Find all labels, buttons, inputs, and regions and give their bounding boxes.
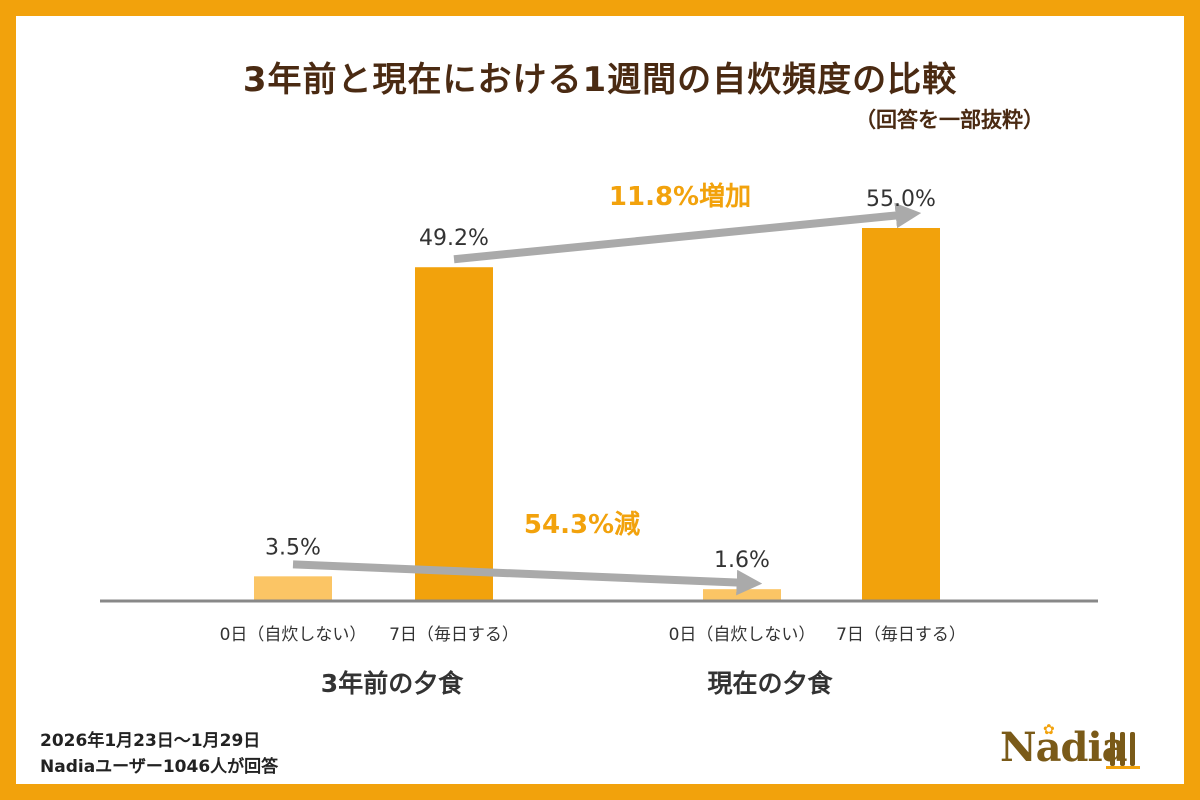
decrease-arrow (292, 560, 763, 596)
data-label-2: 49.2% (419, 226, 489, 251)
decrease-annotation: 54.3%減 (524, 510, 640, 540)
category-label-2: 7日（毎日する） (389, 625, 519, 645)
group-label-1: 3年前の夕食 (321, 669, 464, 698)
category-label-4: 7日（毎日する） (836, 625, 966, 645)
flower-icon: ✿ (1043, 722, 1055, 738)
bar-3 (703, 589, 781, 600)
increase-annotation: 11.8%増加 (609, 182, 751, 212)
chart-frame (16, 16, 1184, 784)
survey-period: 2026年1月23日～1月29日 (40, 731, 261, 751)
chart-title: 3年前と現在における1週間の自炊頻度の比較 (242, 60, 958, 100)
bar-4 (862, 228, 940, 600)
chart-subtitle: （回答を一部抜粋） (855, 108, 1044, 132)
bar-2 (415, 267, 493, 600)
category-label-3: 0日（自炊しない） (669, 625, 816, 645)
data-label-4: 55.0% (866, 187, 936, 212)
data-label-3: 1.6% (714, 548, 770, 573)
survey-respondents: Nadiaユーザー1046人が回答 (40, 757, 279, 777)
utensils-icon (1106, 732, 1140, 769)
increase-arrow (453, 202, 922, 264)
bar-1 (254, 576, 332, 600)
category-label-1: 0日（自炊しない） (220, 625, 367, 645)
nadia-logo: Nadia (1000, 724, 1128, 771)
group-label-2: 現在の夕食 (707, 669, 833, 698)
data-label-1: 3.5% (265, 535, 321, 560)
